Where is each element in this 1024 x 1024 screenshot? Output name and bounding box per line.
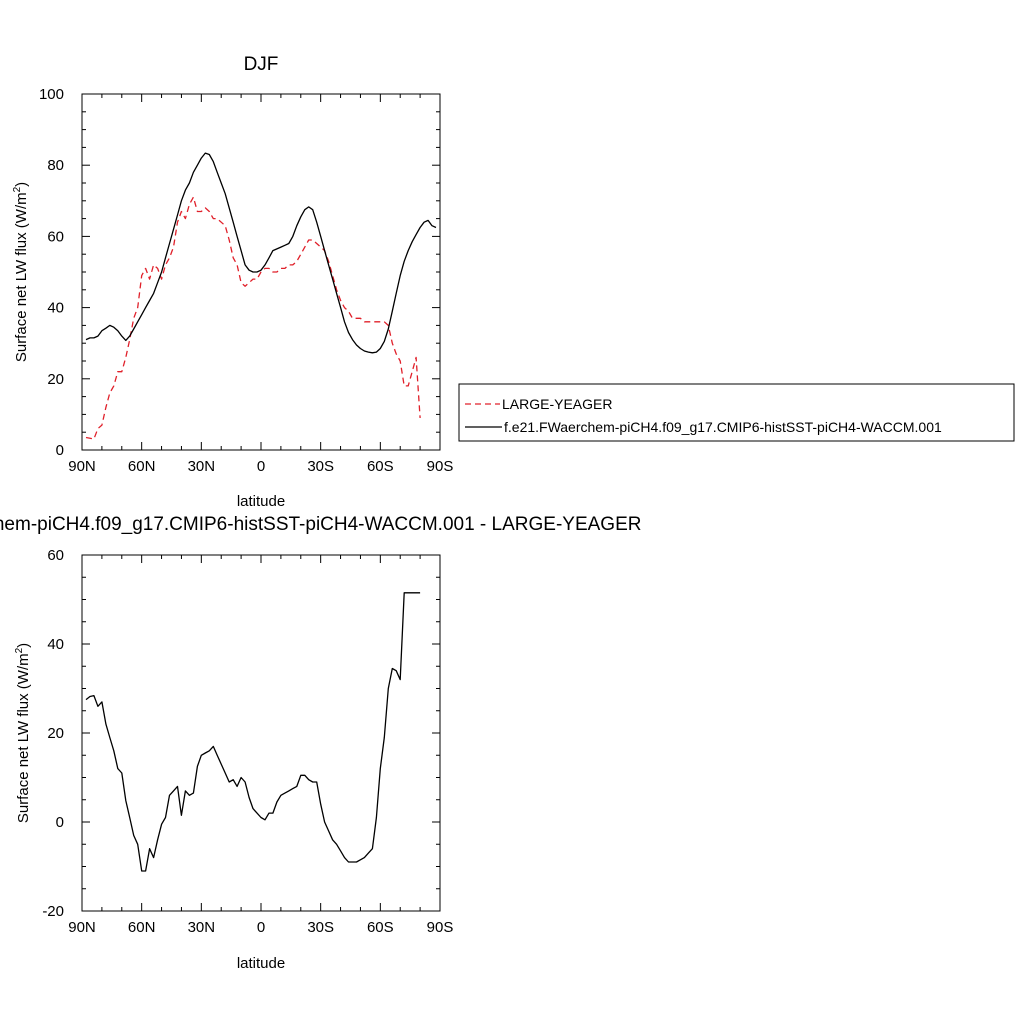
panel1-ytick-label: 0 <box>56 442 64 459</box>
legend-box <box>458 383 1015 442</box>
legend-label-large-yeager: LARGE-YEAGER <box>502 396 612 412</box>
panel1-xtick-label: 30N <box>188 458 216 475</box>
panel2-ytick-label: 0 <box>56 814 64 831</box>
panel1-series <box>85 152 437 440</box>
panel1-xlabel: latitude <box>237 493 285 510</box>
panel2-xtick-label: 30N <box>188 919 216 936</box>
panel1-ytick-label: 80 <box>47 157 64 174</box>
panel2-xtick-label: 60N <box>128 919 156 936</box>
panel2-xtick-label: 90S <box>427 919 454 936</box>
panel2-ytick-label: 60 <box>47 547 64 564</box>
panel2-series-difference <box>85 592 421 872</box>
legend-label-model: f.e21.FWaerchem-piCH4.f09_g17.CMIP6-hist… <box>504 419 942 435</box>
panel1-xtick-label: 0 <box>257 458 265 475</box>
panel1-series-large-yeager <box>85 196 421 440</box>
panel1-ticks: 90N 60N 30N 0 30S 60S 90S 0 20 40 60 80 100 <box>39 86 453 475</box>
panel2-ytick-label: -20 <box>42 903 64 920</box>
panel1-ytick-label: 20 <box>47 371 64 388</box>
panel2-series <box>85 592 421 872</box>
panel2-xtick-label: 30S <box>307 919 334 936</box>
panel1-ytick-label: 40 <box>47 300 64 317</box>
panel2-xlabel: latitude <box>237 955 285 972</box>
djf-panel: DJF 90N 60N 30N 0 30S 60S 90S 0 20 40 60 80 100 lati… <box>12 54 453 510</box>
panel1-xtick-label: 60N <box>128 458 156 475</box>
panel2-ticks: 90N 60N 30N 0 30S 60S 90S -20 0 20 40 60 <box>42 547 453 936</box>
panel2-frame <box>81 554 441 912</box>
legend: LARGE-YEAGER f.e21.FWaerchem-piCH4.f09_g… <box>458 383 1015 442</box>
panel2-xtick-label: 90N <box>68 919 96 936</box>
panel1-xtick-label: 30S <box>307 458 334 475</box>
panel2-xtick-label: 60S <box>367 919 394 936</box>
difference-panel: f.e21.FWaerchem-piCH4.f09_g17.CMIP6-hist… <box>0 514 641 972</box>
panel1-xtick-label: 90N <box>68 458 96 475</box>
panel2-title: f.e21.FWaerchem-piCH4.f09_g17.CMIP6-hist… <box>0 514 641 535</box>
panel1-series-model <box>85 152 437 354</box>
panel1-xtick-label: 60S <box>367 458 394 475</box>
panel2-xtick-label: 0 <box>257 919 265 936</box>
panel2-ylabel: Surface net LW flux (W/m2) <box>14 643 32 823</box>
panel1-ytick-label: 60 <box>47 228 64 245</box>
panel2-ytick-label: 20 <box>47 725 64 742</box>
panel1-ylabel: Surface net LW flux (W/m2) <box>12 182 30 362</box>
panel2-ytick-label: 40 <box>47 636 64 653</box>
panel1-ytick-label: 100 <box>39 86 64 103</box>
panel1-xtick-label: 90S <box>427 458 454 475</box>
panel1-title: DJF <box>244 54 279 75</box>
